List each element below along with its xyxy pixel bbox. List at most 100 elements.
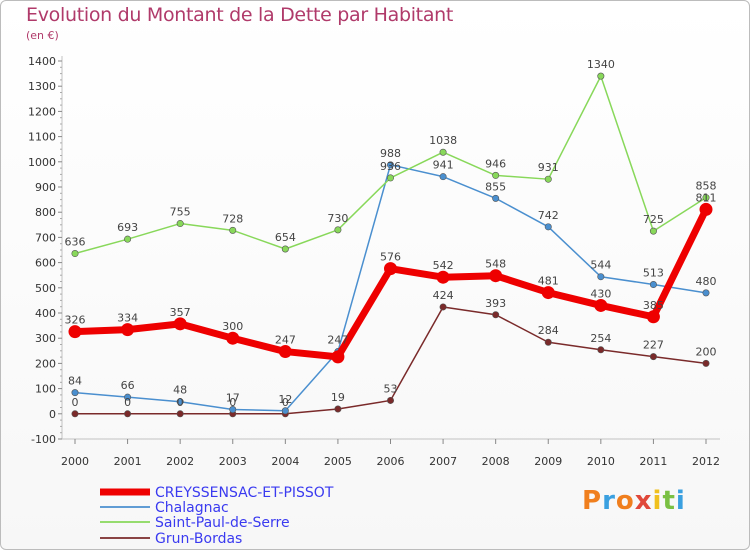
data-label: 326 [65, 314, 86, 327]
data-label: 0 [229, 396, 236, 409]
data-point [124, 235, 132, 243]
logo-letter: x [634, 486, 653, 516]
data-label: 284 [538, 324, 559, 337]
data-point [124, 393, 132, 401]
data-label: 693 [117, 221, 138, 234]
data-point [541, 286, 555, 300]
x-tick-label: 2012 [692, 455, 720, 468]
data-label: 481 [538, 275, 559, 288]
data-label: 0 [124, 396, 131, 409]
data-point [121, 323, 135, 337]
data-label: 48 [173, 384, 187, 397]
data-point [176, 398, 184, 406]
x-tick-label: 2000 [61, 455, 89, 468]
chart-title: Evolution du Montant de la Dette par Hab… [26, 4, 454, 26]
data-label: 654 [275, 231, 296, 244]
data-label: 513 [643, 267, 664, 280]
data-label: 0 [282, 396, 289, 409]
data-point [699, 202, 713, 216]
logo-letter: r [602, 486, 616, 516]
data-label: 480 [696, 275, 717, 288]
data-label: 811 [696, 191, 717, 204]
data-point [544, 223, 552, 231]
data-label: 1038 [429, 134, 457, 147]
data-point [492, 194, 500, 202]
data-label: 941 [433, 159, 454, 172]
data-label: 931 [538, 161, 559, 174]
data-point [278, 345, 292, 359]
y-tick-label: 1100 [28, 131, 56, 144]
data-label: 53 [384, 382, 398, 395]
legend-label: CREYSSENSAC-ET-PISSOT [155, 485, 334, 501]
data-point [649, 281, 657, 289]
data-label: 334 [117, 312, 138, 325]
y-tick-label: 1200 [28, 105, 56, 118]
y-tick-label: 200 [35, 357, 56, 370]
logo-letter: o [615, 486, 635, 516]
data-label: 66 [121, 379, 135, 392]
y-tick-label: 1000 [28, 156, 56, 169]
data-point [544, 175, 552, 183]
data-point [386, 396, 394, 404]
data-label: 576 [380, 251, 401, 264]
data-point [439, 148, 447, 156]
x-tick-label: 2002 [166, 455, 194, 468]
y-tick-label: 900 [35, 181, 56, 194]
data-label: 544 [590, 259, 611, 272]
x-tick-label: 2004 [271, 455, 299, 468]
x-tick-label: 2003 [219, 455, 247, 468]
data-point [439, 303, 447, 311]
data-label: 430 [590, 287, 611, 300]
y-tick-label: 0 [49, 408, 56, 421]
data-point [492, 311, 500, 319]
data-point [176, 220, 184, 228]
data-label: 0 [177, 396, 184, 409]
logo-letter: P [582, 486, 603, 516]
data-label: 247 [327, 334, 348, 347]
data-label: 1340 [587, 58, 615, 71]
y-tick-label: 500 [35, 282, 56, 295]
data-label: 548 [485, 258, 506, 271]
data-label: 300 [222, 320, 243, 333]
proxiti-logo: Proxiti [582, 486, 686, 516]
data-label: 742 [538, 209, 559, 222]
y-tick-label: 1300 [28, 80, 56, 93]
data-label: 19 [331, 391, 345, 404]
data-point [702, 359, 710, 367]
y-tick-label: 600 [35, 257, 56, 270]
data-point [649, 227, 657, 235]
x-tick-label: 2007 [429, 455, 457, 468]
data-label: 393 [485, 297, 506, 310]
x-tick-label: 2006 [377, 455, 405, 468]
data-label: 254 [590, 332, 611, 345]
data-point [71, 389, 79, 397]
data-point [281, 245, 289, 253]
data-point [68, 325, 82, 339]
series-line-1 [74, 164, 707, 412]
data-label: 247 [275, 334, 296, 347]
data-point [334, 226, 342, 234]
data-point [702, 194, 710, 202]
data-point [702, 289, 710, 297]
data-label: 946 [485, 157, 506, 170]
data-point [71, 250, 79, 258]
y-tick-label: 700 [35, 231, 56, 244]
data-point [597, 346, 605, 354]
data-label: 542 [433, 259, 454, 272]
data-label: 357 [170, 306, 191, 319]
data-point [331, 350, 345, 364]
data-point [229, 406, 237, 414]
logo-letter: i [652, 486, 663, 516]
y-tick-label: 300 [35, 332, 56, 345]
data-label: 84 [68, 375, 82, 388]
data-point [436, 270, 450, 284]
data-label: 227 [643, 339, 664, 352]
x-tick-label: 2009 [534, 455, 562, 468]
data-label: 730 [327, 212, 348, 225]
data-point [597, 72, 605, 80]
data-label: 936 [380, 160, 401, 173]
data-point [646, 310, 660, 324]
data-point [384, 262, 397, 276]
